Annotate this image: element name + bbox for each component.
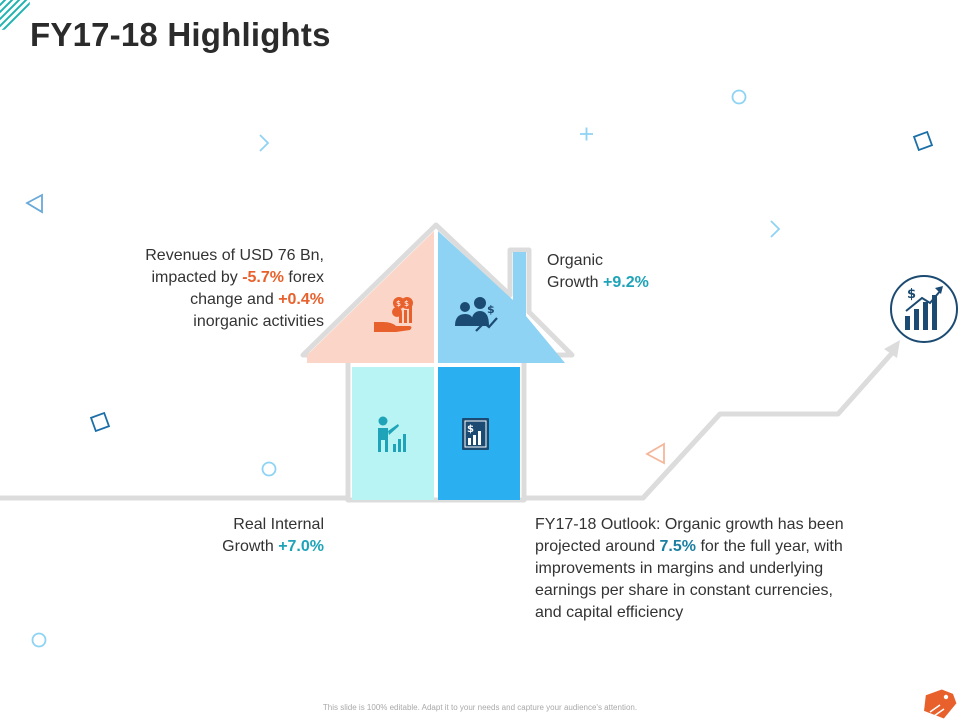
footer-note: This slide is 100% editable. Adapt it to… [322, 703, 638, 712]
people-growth-icon: $ [455, 297, 498, 332]
corner-stripes-decoration [0, 0, 30, 30]
real-internal-line-2: Growth +7.0% [222, 538, 324, 555]
outlook-value: 7.5% [659, 538, 696, 555]
organic-growth-text: Organic Growth +9.2% [547, 250, 747, 294]
outlook-line-4: earnings per share in constant currencie… [535, 582, 833, 599]
svg-text:$: $ [907, 287, 916, 302]
page-title: FY17-18 Highlights [30, 16, 331, 53]
outlook-line-1: FY17-18 Outlook: Organic growth has been [535, 516, 844, 533]
real-internal-growth-value: +7.0% [278, 538, 324, 555]
revenues-line-4: inorganic activities [193, 313, 324, 330]
revenues-line-3: change and +0.4% [190, 291, 324, 308]
decorative-shapes [25, 89, 934, 648]
svg-text:$: $ [396, 299, 401, 308]
inorganic-value: +0.4% [278, 291, 324, 308]
house-graphic [300, 222, 575, 503]
revenues-line-1: Revenues of USD 76 Bn, [145, 247, 324, 264]
presenter-chart-icon [378, 416, 406, 452]
outlook-line-3: improvements in margins and underlying [535, 560, 824, 577]
outlook-text: FY17-18 Outlook: Organic growth has been… [535, 514, 935, 624]
quadrant-top-right [438, 231, 565, 363]
organic-line-2: Growth +9.2% [547, 274, 649, 291]
growth-chart-circle-icon: $ [890, 275, 958, 343]
quadrant-bottom-left [352, 367, 434, 500]
svg-text:$: $ [467, 424, 474, 435]
forex-value: -5.7% [242, 269, 284, 286]
tag-icon [924, 689, 957, 719]
svg-text:$: $ [487, 303, 495, 316]
money-hand-icon: $ $ [374, 297, 413, 332]
real-internal-growth-text: Real Internal Growth +7.0% [124, 514, 324, 558]
revenues-line-2: impacted by -5.7% forex [151, 269, 324, 286]
dollar-chart-icon: $ [462, 418, 489, 450]
real-internal-line-1: Real Internal [233, 516, 324, 533]
outlook-line-5: and capital efficiency [535, 604, 684, 621]
organic-line-1: Organic [547, 252, 604, 269]
outlook-line-2: projected around 7.5% for the full year,… [535, 538, 843, 555]
quadrant-top-left [307, 231, 434, 363]
revenues-text: Revenues of USD 76 Bn, impacted by -5.7%… [64, 245, 324, 333]
svg-text:$: $ [404, 299, 409, 308]
organic-growth-value: +9.2% [603, 274, 649, 291]
